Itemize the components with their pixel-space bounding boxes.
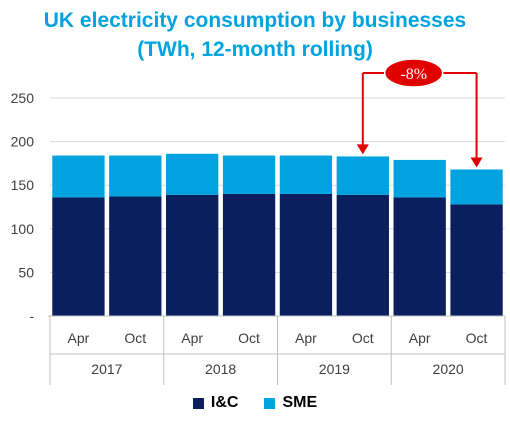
bar-segment-sme <box>109 155 162 197</box>
annotation-arrowhead <box>470 157 483 168</box>
legend-label-sme: SME <box>282 394 318 411</box>
bar-segment-ic <box>166 194 219 316</box>
annotation-badge <box>383 58 444 88</box>
x-tick-label: Apr <box>295 330 317 346</box>
y-tick-label: 50 <box>18 264 34 280</box>
legend-swatch-ic <box>192 397 204 409</box>
y-tick-label: 200 <box>11 134 35 150</box>
legend-label-ic: I&C <box>210 394 239 411</box>
bars <box>52 153 503 316</box>
y-axis: - 50 100 150 200 250 <box>11 90 35 324</box>
bar-segment-sme <box>166 153 219 195</box>
legend-item-ic: I&C <box>192 394 239 412</box>
bar-segment-sme <box>222 155 276 194</box>
legend-swatch-sme <box>264 397 276 409</box>
y-tick-label: - <box>29 308 34 324</box>
x-tick-label: Apr <box>409 330 431 346</box>
x-tick-label: Oct <box>466 330 488 346</box>
annotation-arrowhead <box>356 144 369 155</box>
bar-segment-sme <box>279 155 333 194</box>
bar-segment-sme <box>52 155 105 198</box>
x-group-label: 2018 <box>205 361 236 377</box>
bar-segment-ic <box>336 194 389 316</box>
chart-title-line-2: (TWh, 12-month rolling) <box>137 38 373 61</box>
chart-title-line-1: UK electricity consumption by businesses <box>43 9 467 32</box>
y-tick-label: 100 <box>11 221 35 237</box>
bar-segment-sme <box>393 159 446 198</box>
x-tick-label: Apr <box>68 330 90 346</box>
bar-segment-ic <box>109 196 162 316</box>
legend: I&C SME <box>0 394 510 412</box>
y-tick-label: 250 <box>11 90 35 106</box>
x-tick-label: Oct <box>124 330 146 346</box>
x-tick-label: Apr <box>181 330 203 346</box>
x-tick-label: Oct <box>238 330 260 346</box>
bar-segment-ic <box>450 204 503 316</box>
x-group-label: 2019 <box>319 361 350 377</box>
bar-segment-sme <box>336 156 389 195</box>
x-tick-label: Oct <box>352 330 374 346</box>
bar-segment-ic <box>222 193 276 316</box>
bar-segment-sme <box>450 169 503 205</box>
bar-segment-ic <box>279 193 333 316</box>
x-group-label: 2017 <box>91 361 122 377</box>
legend-item-sme: SME <box>264 394 317 412</box>
chart-title: UK electricity consumption by businesses… <box>0 6 510 64</box>
bar-segment-ic <box>393 197 446 316</box>
change-annotation: -8% <box>356 58 483 168</box>
y-tick-label: 150 <box>11 177 35 193</box>
annotation-label: -8% <box>400 66 427 83</box>
x-group-label: 2020 <box>433 361 464 377</box>
bar-segment-ic <box>52 197 105 316</box>
